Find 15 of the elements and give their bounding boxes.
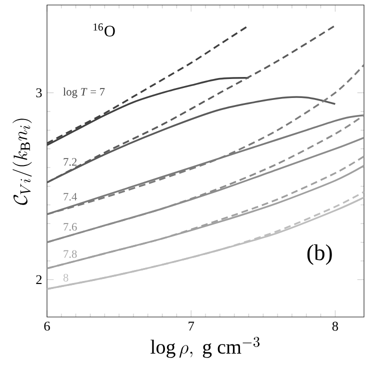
annotation: (b)	[307, 244, 332, 265]
annotation: $^{16}$O	[94, 23, 115, 36]
series-label: 7.2	[64, 158, 77, 166]
series-label: 7.8	[64, 250, 77, 258]
x-axis-title: $\log\rho,\ \mathrm{g\ cm}^{-3}$	[150, 336, 260, 358]
x-tick-label: 8	[332, 322, 338, 331]
y-tick-label: 3	[36, 88, 42, 98]
series-label: 8	[63, 274, 68, 282]
y-tick-label: 2	[36, 275, 42, 284]
series-label: 7.4	[64, 192, 78, 201]
x-tick-label: 6	[44, 322, 50, 331]
series-label: log T = 7	[63, 88, 105, 98]
x-tick-label: 7	[188, 322, 194, 330]
series-label: 7.6	[64, 223, 77, 231]
y-axis-title: $\mathcal{C}_{Vi}/(k_\mathrm{B}n_i)$	[12, 118, 32, 205]
